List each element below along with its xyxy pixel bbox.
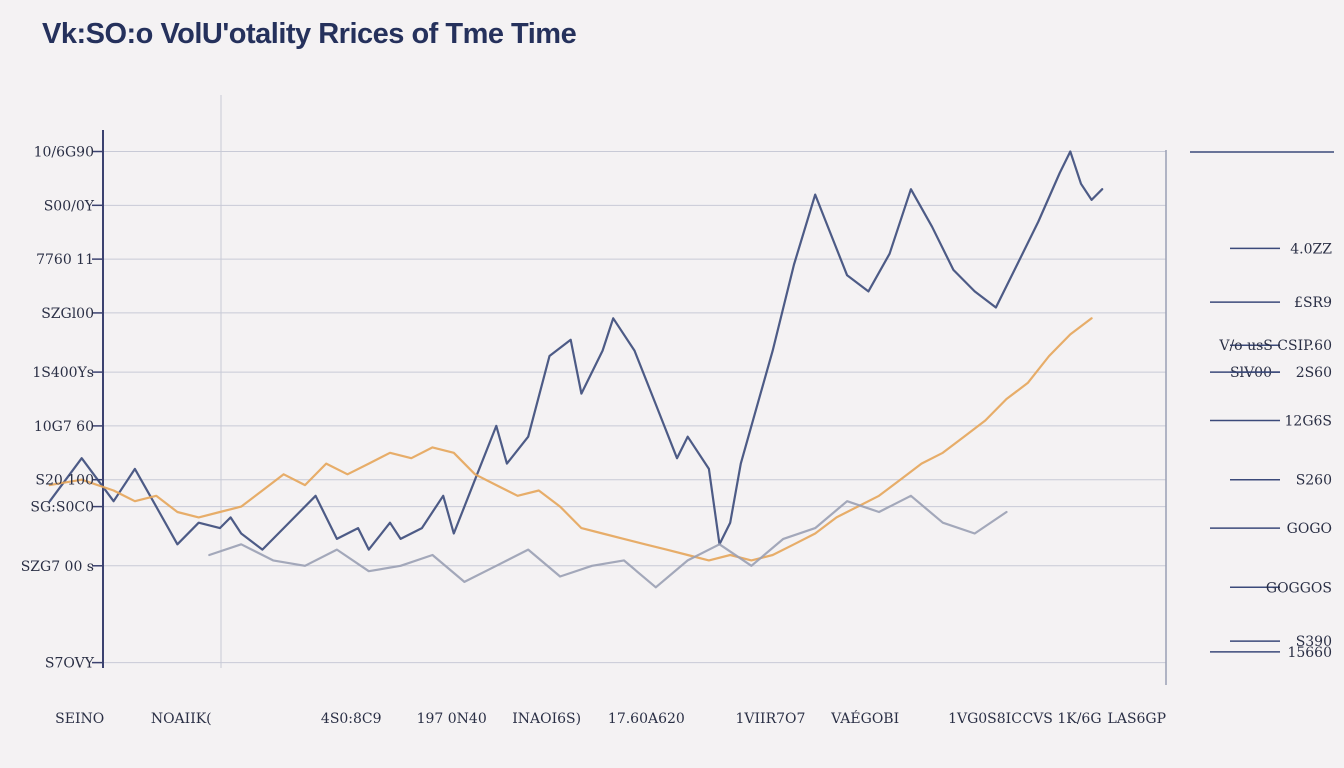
right-label: £SR9 (1294, 295, 1332, 311)
x-tick-label: VAÉGOBI (830, 709, 899, 727)
right-label: 15660 (1287, 645, 1332, 661)
y-tick-label: SG:S0C0 (30, 500, 94, 516)
right-label: S390 (1296, 634, 1332, 650)
x-tick-label: 1VG0S8IC (948, 711, 1022, 727)
chart-title: Vk:SO:o VolU'otality Rrices of Tme Time (42, 18, 577, 50)
y-tick-label: 7760 11 (36, 252, 94, 268)
x-tick-labels: SEINO NOAIIK( 4S0:8C9 197 0N40 INAOI6S) 17.60… (55, 709, 1166, 727)
right-label: V/o usS CSIP.60 (1218, 338, 1332, 354)
x-tick-label: 17.60A620 (608, 711, 685, 727)
right-label: GOGO (1287, 521, 1332, 537)
x-tick-label: LAS6GP (1108, 711, 1167, 727)
right-label: 2S60 (1296, 365, 1332, 381)
y-tick-label: 10/6G90 (34, 145, 94, 161)
x-tick-label: SEINO (55, 711, 104, 727)
series-layer (48, 150, 1334, 589)
right-label: 12G6S (1285, 414, 1333, 430)
series-line-orange (48, 317, 1093, 562)
right-label: 4.0ZZ (1290, 241, 1332, 257)
series-line-gray (208, 494, 1008, 589)
grid-layer (92, 150, 1166, 664)
y-tick-label: S20 100 (35, 473, 94, 489)
y-tick-label: SZG7 00 s (21, 559, 94, 575)
x-tick-label: CVS 1K/6G (1022, 711, 1101, 727)
right-labels: 4.0ZZ £SR9 V/o usS CSIP.60 SlV00 2S60 12G6S S2… (1210, 241, 1332, 661)
y-tick-label: 10G7 60 (34, 419, 94, 435)
right-label: GOGGOS (1266, 580, 1332, 596)
right-label: S260 (1296, 473, 1332, 489)
x-tick-label: 1VIIR7O7 (735, 711, 805, 727)
axis-layer (102, 95, 1167, 685)
x-tick-label: 197 0N40 (417, 711, 487, 727)
y-tick-label: 1S400Ys (32, 365, 94, 381)
x-tick-label: INAOI6S) (512, 711, 581, 727)
right-label: SlV00 (1230, 365, 1272, 381)
y-tick-label: S7OVY (45, 656, 95, 672)
series-line-navy (48, 150, 1104, 551)
x-tick-label: NOAIIK( (151, 711, 212, 727)
x-tick-label: 4S0:8C9 (321, 711, 382, 727)
y-tick-labels: 10/6G90 S00/0Y 7760 11 SZGl00 1S400Ys 10G7 60… (21, 145, 95, 672)
y-tick-label: SZGl00 (41, 306, 94, 322)
y-tick-label: S00/0Y (44, 198, 95, 214)
